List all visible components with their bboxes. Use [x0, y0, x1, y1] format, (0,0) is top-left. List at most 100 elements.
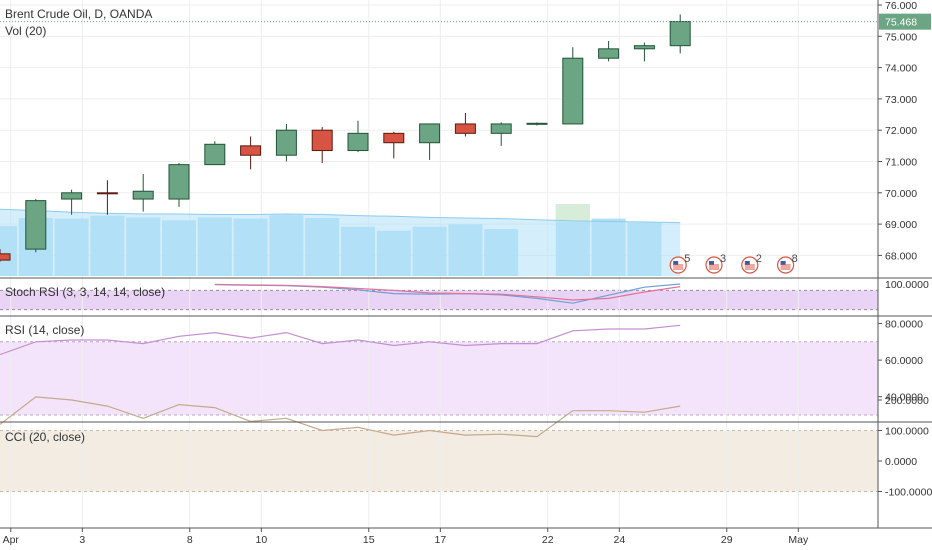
event-flag-canton — [744, 261, 750, 265]
rsi-tick-label: 60.0000 — [885, 355, 923, 367]
candle — [240, 136, 262, 170]
candle-body — [419, 123, 441, 144]
candle — [562, 47, 584, 125]
event-flag-icon[interactable]: 5 — [669, 253, 690, 274]
event-count: 3 — [720, 253, 726, 265]
candle-body — [383, 132, 405, 144]
main-title: Brent Crude Oil, D, OANDA — [5, 7, 152, 21]
cci-band-fill — [0, 430, 878, 492]
event-count: 2 — [756, 253, 762, 265]
time-tick-label: 17 — [434, 534, 446, 546]
price-tick-label: 70.000 — [885, 188, 917, 200]
cci-tick-label: 200.0000 — [885, 395, 929, 407]
volume-ma-area — [0, 209, 681, 276]
candle-body — [598, 48, 620, 59]
candle-body — [204, 143, 226, 166]
last-price-label: 75.468 — [885, 17, 917, 29]
price-tick-label: 74.000 — [885, 63, 917, 75]
volume-bar-highlight — [555, 204, 590, 223]
rsi-band-fill — [0, 341, 878, 415]
price-tick-label: 76.000 — [885, 0, 917, 12]
time-tick-label: 22 — [542, 534, 554, 546]
stoch-band-fill — [0, 290, 878, 310]
price-tick-label: 71.000 — [885, 157, 917, 169]
candle-body — [168, 164, 190, 200]
indicator-lines — [0, 21, 878, 438]
candle-body — [275, 129, 297, 156]
stoch-rsi-title: Stoch RSI (3, 3, 14, 14, close) — [5, 285, 165, 299]
stoch-d-line — [214, 283, 681, 301]
candle-body — [633, 45, 655, 50]
pane-titles: Brent Crude Oil, D, OANDA Vol (20) Stoch… — [5, 7, 165, 444]
candle — [598, 40, 620, 62]
rsi-tick-label: 40.0000 — [885, 392, 923, 404]
time-tick-label: 10 — [255, 534, 267, 546]
candle-body — [25, 200, 47, 250]
candle-body — [526, 122, 548, 125]
event-flag-icon[interactable]: 8 — [776, 253, 798, 274]
rsi-line — [0, 324, 681, 356]
candle — [383, 131, 405, 159]
time-tick-label: 3 — [79, 534, 85, 546]
event-count: 5 — [684, 253, 690, 265]
last-price-badge — [879, 13, 931, 30]
cci-line — [0, 396, 681, 438]
cci-tick-label: 100.0000 — [885, 426, 929, 438]
candle-body — [132, 190, 154, 200]
candle — [311, 127, 333, 164]
candle-body — [490, 123, 512, 134]
candle — [490, 122, 512, 146]
rsi-title: RSI (14, close) — [5, 323, 84, 337]
candle — [419, 123, 441, 160]
price-tick-label: 75.000 — [885, 31, 917, 43]
candle-body — [454, 123, 476, 134]
candle-body — [669, 21, 691, 47]
time-tick-label: 29 — [721, 534, 733, 546]
rsi-tick-label: 80.0000 — [885, 319, 923, 331]
candle — [0, 249, 11, 262]
candle — [61, 189, 83, 215]
price-tick-label: 68.000 — [885, 250, 917, 262]
time-tick-label: 8 — [187, 534, 193, 546]
candle-body — [240, 145, 262, 156]
cci-tick-label: -100.0000 — [885, 487, 932, 499]
event-flag-canton — [709, 261, 714, 265]
candle — [275, 123, 297, 162]
candle-body — [96, 192, 118, 195]
time-tick-label: 15 — [363, 534, 375, 546]
event-flag-icon[interactable]: 2 — [741, 253, 762, 274]
candle-body — [61, 192, 83, 200]
cci-title: CCI (20, close) — [5, 430, 85, 444]
time-tick-label: 24 — [613, 534, 625, 546]
candle-body — [562, 57, 584, 125]
candle — [132, 174, 154, 212]
stoch-tick-label: 100.0000 — [885, 279, 929, 291]
candle — [204, 141, 226, 166]
indicator-fills — [0, 289, 878, 492]
candle-body — [347, 132, 369, 152]
event-flag-icon[interactable]: 3 — [705, 253, 726, 274]
candle-body — [311, 129, 333, 152]
time-tick-label: May — [788, 534, 809, 546]
candle — [669, 14, 691, 54]
price-tick-label: 69.000 — [885, 219, 917, 231]
candle — [168, 163, 190, 207]
candle — [526, 122, 548, 126]
candlestick-series — [0, 14, 691, 262]
candle — [347, 120, 369, 153]
candle — [633, 42, 655, 62]
price-tick-label: 73.000 — [885, 94, 917, 106]
volume-series — [0, 204, 681, 276]
candle — [25, 199, 47, 253]
time-tick-label: Apr — [3, 534, 20, 546]
candle — [454, 112, 476, 137]
volume-bars — [0, 204, 681, 276]
candle — [96, 180, 118, 215]
price-tick-label: 72.000 — [885, 125, 917, 137]
volume-ma-line — [0, 208, 681, 224]
volume-title: Vol (20) — [5, 24, 46, 38]
event-markers[interactable]: 5 3 2 8 — [669, 253, 798, 274]
event-flag-canton — [673, 261, 679, 265]
